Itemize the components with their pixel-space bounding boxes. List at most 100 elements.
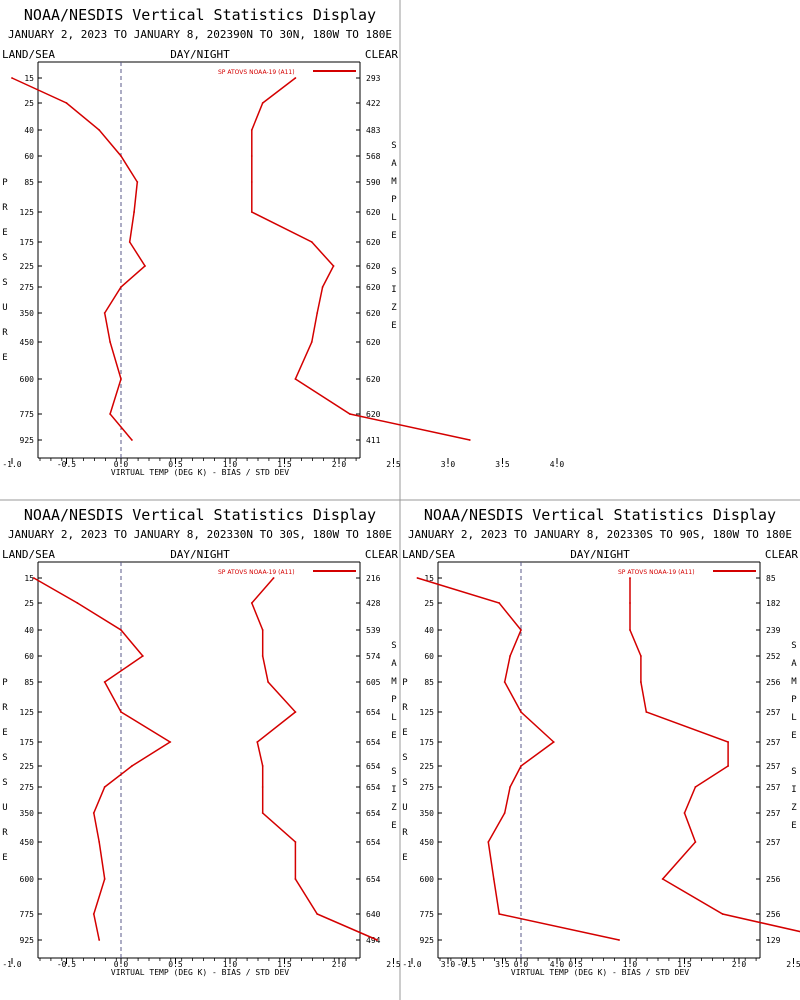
x-tick-label: 3.0	[441, 460, 456, 469]
bias-point	[120, 286, 122, 288]
legend-label: SP ATOVS NOAA-19 (A11)	[218, 69, 295, 76]
sample-size-label: 257	[766, 838, 781, 847]
pressure-level-label: 60	[24, 152, 34, 161]
x-tick-label: 0.5	[168, 460, 183, 469]
bias-point	[128, 241, 131, 243]
sample-size-label: 590	[366, 178, 381, 187]
sample-size-label: 256	[766, 875, 781, 884]
legend-label: SP ATOVS NOAA-19 (A11)	[618, 569, 695, 576]
sample-size-letter: M	[791, 677, 797, 687]
sample-size-label: 654	[366, 875, 381, 884]
std-dev-point	[310, 241, 313, 243]
pressure-letter: R	[402, 828, 408, 838]
pressure-level-label: 40	[424, 626, 434, 635]
pressure-level-label: 275	[420, 783, 435, 792]
header-day-night: DAY/NIGHT	[170, 548, 230, 561]
pressure-letter: U	[2, 303, 7, 313]
sample-size-label: 620	[366, 410, 381, 419]
bias-point	[503, 681, 506, 683]
chart-title: NOAA/NESDIS Vertical Statistics Display	[424, 506, 776, 524]
std-dev-point	[250, 155, 253, 157]
sample-size-letter: Z	[391, 303, 397, 313]
std-dev-point	[332, 265, 335, 267]
bias-point	[131, 765, 133, 767]
pressure-level-label: 125	[20, 208, 35, 217]
std-dev-point	[629, 577, 631, 579]
x-tick-label: 2.0	[732, 960, 747, 969]
bias-point	[144, 265, 146, 267]
x-tick-label: -1.0	[2, 960, 21, 969]
sample-size-label: 574	[366, 652, 381, 661]
pressure-letter: E	[402, 728, 407, 738]
sample-size-letter: S	[391, 141, 396, 151]
sample-size-label: 257	[766, 738, 781, 747]
pressure-level-label: 60	[424, 652, 434, 661]
bias-point	[98, 939, 101, 941]
chart-title: NOAA/NESDIS Vertical Statistics Display	[24, 6, 376, 24]
pressure-level-label: 25	[424, 599, 434, 608]
pressure-level-label: 15	[24, 574, 34, 583]
sample-size-label: 494	[366, 936, 381, 945]
std-dev-point	[321, 286, 324, 288]
std-dev-point	[272, 577, 275, 579]
std-dev-point	[349, 413, 351, 415]
sample-size-letter: S	[391, 267, 396, 277]
x-tick-label: 2.0	[332, 460, 347, 469]
pressure-level-label: 775	[420, 910, 435, 919]
sample-size-label: 620	[366, 283, 381, 292]
std-dev-line	[629, 578, 800, 933]
pressure-level-label: 85	[24, 678, 34, 687]
bias-point	[509, 655, 511, 657]
sample-size-letter: I	[391, 285, 396, 295]
sample-size-label: 257	[766, 809, 781, 818]
pressure-level-label: 600	[420, 875, 435, 884]
pressure-level-label: 275	[20, 283, 35, 292]
std-dev-point	[250, 602, 253, 604]
bias-line	[11, 77, 146, 441]
x-tick-label: -0.5	[57, 460, 76, 469]
pressure-level-label: 225	[20, 762, 35, 771]
pressure-letter: E	[2, 353, 7, 363]
bias-point	[136, 181, 139, 183]
pressure-level-label: 60	[24, 652, 34, 661]
pressure-level-label: 175	[20, 238, 35, 247]
sample-size-label: 654	[366, 738, 381, 747]
x-tick-label: 2.5	[386, 460, 401, 469]
sample-size-letter: M	[391, 177, 397, 187]
pressure-level-label: 450	[420, 838, 435, 847]
x-tick-label: -1.0	[2, 460, 21, 469]
std-dev-point	[310, 341, 313, 343]
sample-size-letter: A	[391, 159, 397, 169]
std-dev-point	[645, 711, 648, 713]
sample-size-label: 252	[766, 652, 781, 661]
bias-point	[503, 812, 506, 814]
pressure-letter: R	[2, 703, 8, 713]
bias-point	[520, 629, 522, 631]
bias-point	[120, 378, 122, 380]
bias-point	[65, 102, 68, 104]
x-tick-label: 1.0	[223, 960, 238, 969]
bias-point	[120, 629, 122, 631]
std-dev-point	[376, 939, 379, 941]
pressure-letter: P	[2, 678, 8, 688]
header-land-sea: LAND/SEA	[2, 548, 55, 561]
sample-size-letter: S	[391, 767, 396, 777]
std-dev-point	[316, 312, 319, 314]
x-tick-label: 4.0	[550, 960, 565, 969]
chart-panel-2: NOAA/NESDIS Vertical Statistics Display J…	[2, 506, 564, 977]
sample-size-label: 620	[366, 309, 381, 318]
chart-subtitle: JANUARY 2, 2023 TO JANUARY 8, 202390N TO…	[8, 28, 392, 41]
std-dev-point	[640, 681, 642, 683]
std-dev-point	[294, 841, 297, 843]
sample-size-letter: I	[391, 785, 396, 795]
bias-point	[509, 786, 511, 788]
std-dev-point	[629, 629, 631, 631]
pressure-letter: P	[402, 678, 408, 688]
sample-size-letter: E	[391, 821, 396, 831]
x-tick-label: -0.5	[457, 960, 476, 969]
sample-size-letter: S	[791, 767, 796, 777]
sample-size-label: 129	[766, 936, 781, 945]
sample-size-label: 620	[366, 375, 381, 384]
std-dev-point	[294, 378, 297, 380]
pressure-level-label: 40	[24, 126, 34, 135]
